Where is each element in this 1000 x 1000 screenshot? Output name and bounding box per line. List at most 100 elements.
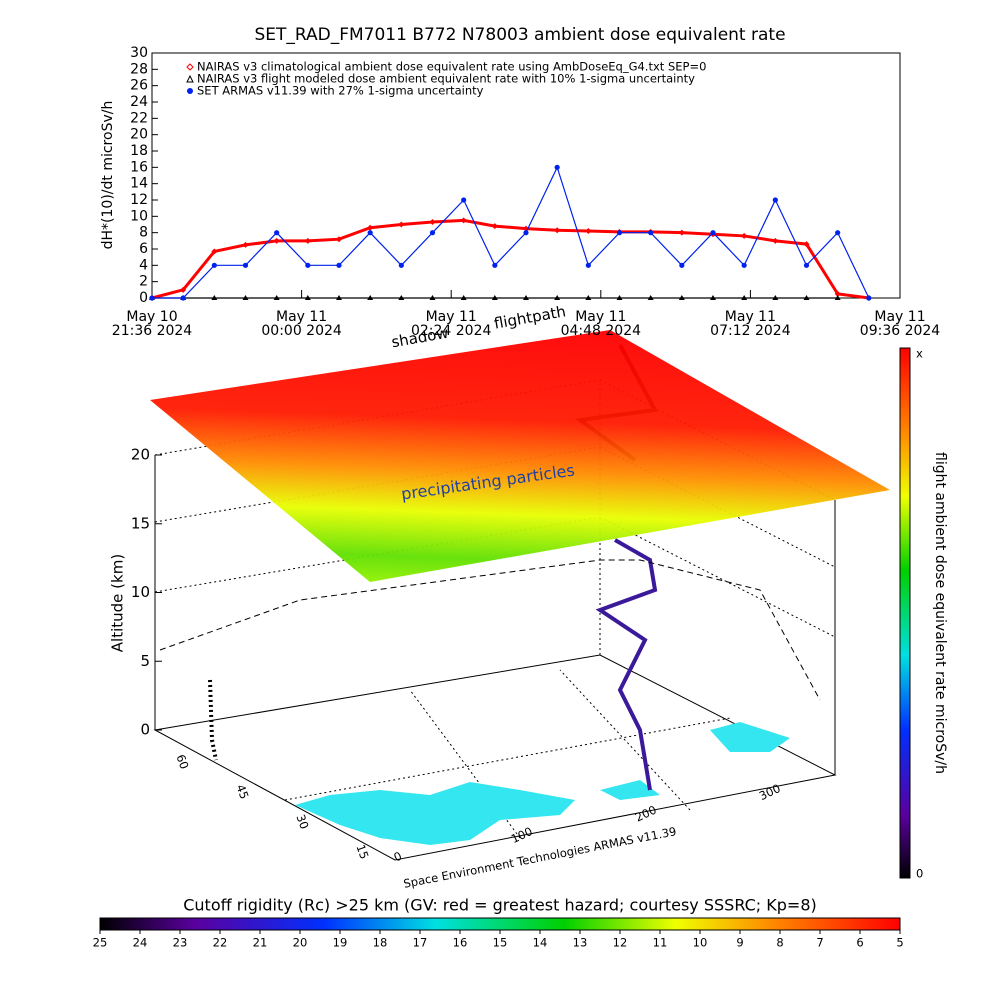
marker xyxy=(211,262,217,268)
marker xyxy=(679,262,685,268)
legend-entry: NAIRAS v3 flight modeled dose ambient eq… xyxy=(197,72,695,86)
marker xyxy=(648,230,654,236)
colorbar-tick-label: 17 xyxy=(413,936,428,950)
y-tick-label: 16 xyxy=(130,159,148,175)
marker xyxy=(523,295,529,300)
marker xyxy=(678,229,685,236)
y-tick-label: 12 xyxy=(130,192,148,208)
marker xyxy=(772,237,779,244)
marker xyxy=(554,295,561,300)
marker xyxy=(585,295,592,300)
colorbar-tick-label: 16 xyxy=(453,936,468,950)
x-tick-label: May 11 09:36 2024 xyxy=(860,309,941,339)
marker xyxy=(149,295,155,301)
land-shadow xyxy=(295,722,790,845)
marker xyxy=(710,295,716,300)
colorbar-tick-label: 12 xyxy=(613,936,628,950)
colorbar-bottom-label: 0 xyxy=(916,867,923,881)
marker xyxy=(336,236,342,243)
y-tick-label: 0 xyxy=(139,290,148,306)
chart-title: SET_RAD_FM7011 B772 N78003 ambient dose … xyxy=(254,25,785,45)
colorbar-tick-label: 15 xyxy=(493,936,508,950)
colorbar-tick-label: 13 xyxy=(573,936,588,950)
marker xyxy=(491,295,498,300)
y-tick-label: 4 xyxy=(139,257,148,273)
x-tick-label: May 10 21:36 2024 xyxy=(112,309,193,339)
colorbar-tick-label: 14 xyxy=(533,936,548,950)
lat-tick-label: 15 xyxy=(353,843,371,862)
marker xyxy=(304,237,311,244)
colorbar-tick-label: 8 xyxy=(776,936,783,950)
marker xyxy=(616,295,623,300)
z-tick-label: 10 xyxy=(131,583,150,601)
y-tick-label: 14 xyxy=(130,176,148,192)
colorbar-tick-label: 21 xyxy=(253,936,268,950)
marker xyxy=(398,262,404,268)
marker xyxy=(460,295,467,300)
lon-tick-label: 200 xyxy=(633,803,659,825)
marker xyxy=(834,295,841,300)
series-line xyxy=(151,218,870,300)
y-tick-label: 22 xyxy=(130,110,148,126)
legend-entry: SET ARMAS v11.39 with 27% 1-sigma uncert… xyxy=(197,84,484,98)
marker xyxy=(554,164,560,170)
marker xyxy=(398,295,405,300)
series-line xyxy=(152,165,870,299)
lon-tick-label: 0 xyxy=(392,849,405,865)
marker xyxy=(585,262,591,268)
lon-tick-label: 300 xyxy=(757,781,783,803)
marker xyxy=(616,230,623,236)
lat-tick-label: 60 xyxy=(173,753,191,772)
colorbar-tick-label: 24 xyxy=(133,936,148,950)
marker xyxy=(803,241,810,248)
marker xyxy=(710,230,716,236)
marker xyxy=(492,262,498,268)
z-tick-label: 15 xyxy=(131,514,150,532)
marker xyxy=(367,295,374,300)
marker xyxy=(273,237,280,244)
y-tick-label: 2 xyxy=(139,274,148,290)
colorbar-label: flight ambient dose equivalent rate micr… xyxy=(932,452,948,774)
marker xyxy=(866,295,872,301)
marker xyxy=(273,295,280,300)
marker xyxy=(398,221,405,228)
annotation: flightpath xyxy=(493,302,568,332)
colorbar-tick-label: 20 xyxy=(293,936,308,950)
marker xyxy=(242,295,249,300)
colorbar-top-label: x xyxy=(916,347,923,361)
lat-tick-label: 45 xyxy=(233,783,251,802)
colorbar-tick-label: 19 xyxy=(333,936,348,950)
marker xyxy=(554,227,561,234)
marker xyxy=(367,224,374,231)
marker xyxy=(336,262,342,268)
legend-entry: NAIRAS v3 climatological ambient dose eq… xyxy=(197,60,706,74)
annotation: shadow xyxy=(390,324,450,352)
marker xyxy=(211,248,218,255)
colorbar-title: Cutoff rigidity (Rc) >25 km (GV: red = g… xyxy=(183,896,817,915)
y-tick-label: 28 xyxy=(130,61,148,77)
y-tick-label: 24 xyxy=(130,94,148,110)
z-tick-label: 0 xyxy=(140,721,150,739)
marker xyxy=(772,295,779,300)
marker xyxy=(460,217,467,224)
colorbar-tick-label: 23 xyxy=(173,936,188,950)
y-tick-label: 10 xyxy=(130,208,148,224)
dose-surface xyxy=(150,330,890,582)
marker xyxy=(211,295,218,300)
marker xyxy=(741,295,748,300)
legend-symbol xyxy=(186,74,194,83)
marker xyxy=(461,197,467,203)
right-colorbar xyxy=(899,347,911,879)
x-tick-label: May 11 04:48 2024 xyxy=(561,309,642,339)
y-tick-label: 6 xyxy=(139,241,148,257)
colorbar-tick-label: 5 xyxy=(896,936,903,950)
legend-marker xyxy=(186,74,194,83)
marker xyxy=(367,230,373,236)
colorbar-tick-label: 6 xyxy=(856,936,863,950)
marker xyxy=(274,230,280,236)
colorbar-tick-label: 25 xyxy=(93,936,108,950)
marker xyxy=(491,223,498,230)
z-tick-label: 20 xyxy=(131,446,150,464)
y-axis-label: dH*(10)/dt microSv/h xyxy=(100,101,116,250)
